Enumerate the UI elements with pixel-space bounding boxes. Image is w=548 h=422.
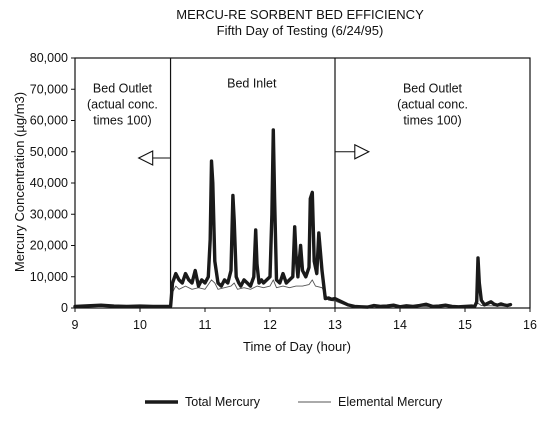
x-tick-label: 11 [199,318,212,332]
y-tick-label: 10,000 [30,270,68,284]
x-tick-label: 14 [393,318,407,332]
y-tick-label: 40,000 [30,176,68,190]
chart-subtitle: Fifth Day of Testing (6/24/95) [217,23,384,38]
x-axis: 9 10 11 12 13 14 15 16 [72,308,537,332]
legend: Total Mercury Elemental Mercury [145,395,443,409]
y-tick-label: 20,000 [30,239,68,253]
series-line-total-mercury [73,128,513,309]
series-line-elemental-mercury [74,279,511,308]
y-tick-label: 0 [61,301,68,315]
annotation-bed-outlet-right-line: Bed Outlet [403,81,463,95]
annotation-bed-outlet-left-line: times 100) [93,113,151,127]
x-tick-label: 16 [523,318,537,332]
annotation-bed-inlet-line: Bed Inlet [227,77,277,91]
annotations: Bed Outlet (actual conc. times 100) Bed Inl… [87,77,468,166]
x-tick-label: 9 [72,318,79,332]
legend-label-elemental-mercury: Elemental Mercury [338,395,443,409]
x-axis-label: Time of Day (hour) [243,339,351,354]
x-tick-label: 10 [133,318,147,332]
x-tick-label: 12 [263,318,277,332]
y-tick-label: 30,000 [30,207,68,221]
arrow-right-head [354,143,371,160]
annotation-bed-outlet-right-line: (actual conc. [397,97,468,111]
x-tick-label: 15 [458,318,472,332]
annotation-bed-outlet-left-line: Bed Outlet [93,81,153,95]
series-layer [73,128,513,309]
y-tick-label: 50,000 [30,145,68,159]
arrow-left-head [137,150,154,166]
y-axis-label: Mercury Concentration (µg/m3) [12,92,27,272]
annotation-bed-outlet-left-line: (actual conc. [87,97,158,111]
y-tick-label: 60,000 [30,114,68,128]
y-tick-label: 70,000 [30,82,68,96]
x-tick-label: 13 [328,318,342,332]
y-tick-label: 80,000 [30,51,68,65]
chart-title: MERCU-RE SORBENT BED EFFICIENCY [176,7,424,22]
region-dividers [169,58,336,308]
annotation-bed-outlet-right-line: times 100) [403,113,461,127]
legend-label-total-mercury: Total Mercury [185,395,261,409]
y-axis: 0 10,000 20,000 30,000 40,000 50,000 60,000 70,… [30,51,75,315]
